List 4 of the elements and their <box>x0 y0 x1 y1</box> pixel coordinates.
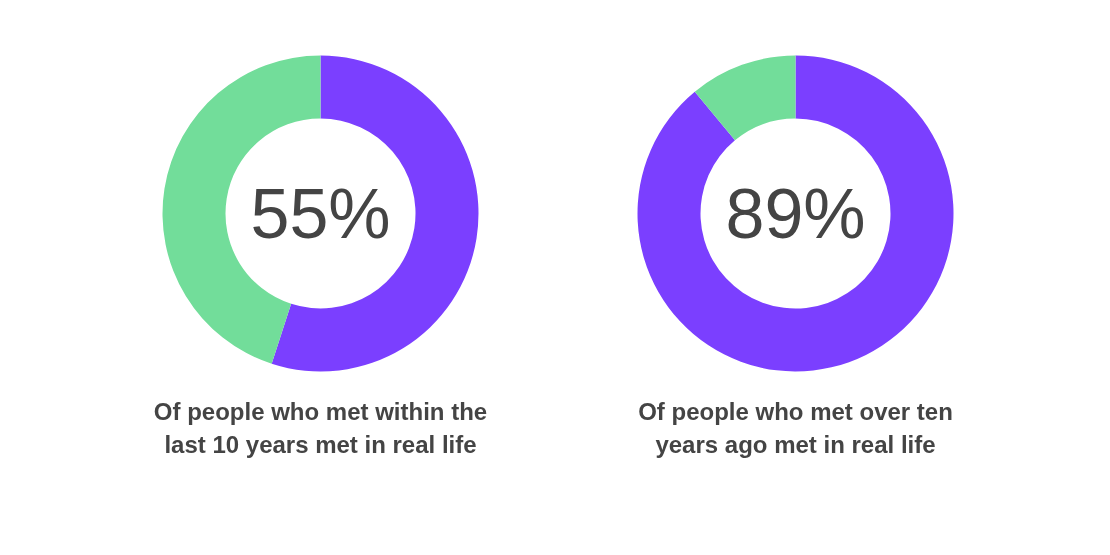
data-label: 55% <box>250 174 391 253</box>
text: Of people who met within the last 10 years met in real life <box>153 397 488 459</box>
text: Of people who met over ten years ago met in real life <box>638 397 953 459</box>
data-label: 89% <box>725 174 866 253</box>
